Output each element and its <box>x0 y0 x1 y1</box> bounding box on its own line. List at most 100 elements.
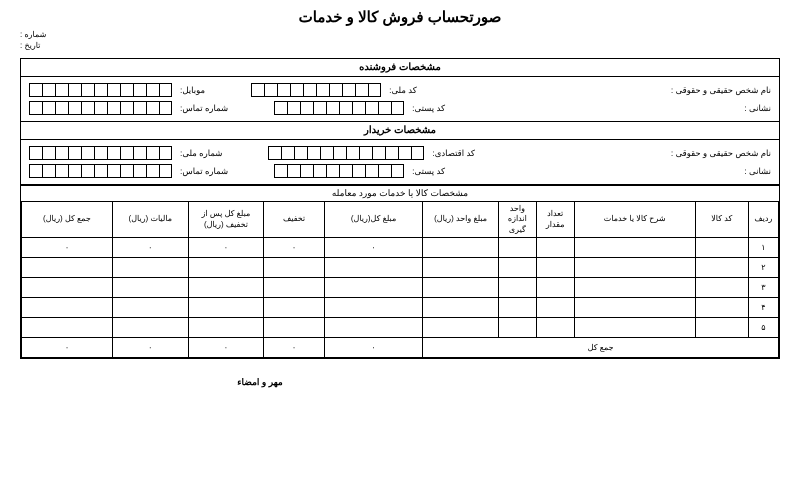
table-cell <box>112 298 188 318</box>
col-row: ردیف <box>748 202 778 238</box>
table-cell <box>498 278 536 298</box>
table-cell: ۰ <box>264 238 325 258</box>
table-cell <box>324 318 422 338</box>
table-cell <box>498 258 536 278</box>
seller-section: نام شخص حقیقی و حقوقی : کد ملی: موبایل: … <box>21 77 779 122</box>
table-cell <box>423 298 499 318</box>
buyer-econ-boxes[interactable] <box>268 146 424 160</box>
table-cell: ۰ <box>22 238 113 258</box>
table-cell <box>324 298 422 318</box>
col-grand: جمع کل (ریال) <box>22 202 113 238</box>
sum-total: ۰ <box>324 338 422 358</box>
table-cell <box>112 278 188 298</box>
buyer-header: مشخصات خریدار <box>21 122 779 140</box>
table-cell <box>324 278 422 298</box>
table-cell: ۴ <box>748 298 778 318</box>
table-row: ۳ <box>22 278 779 298</box>
sum-after: ۰ <box>188 338 264 358</box>
sum-disc: ۰ <box>264 338 325 358</box>
table-cell: ۰ <box>188 238 264 258</box>
table-cell <box>324 258 422 278</box>
table-cell: ۲ <box>748 258 778 278</box>
buyer-phone-boxes[interactable] <box>29 164 172 178</box>
table-cell <box>498 298 536 318</box>
table-cell: ۵ <box>748 318 778 338</box>
seller-phone-boxes[interactable] <box>29 101 172 115</box>
table-cell <box>695 298 748 318</box>
table-cell <box>423 278 499 298</box>
table-cell <box>695 278 748 298</box>
table-cell <box>536 298 574 318</box>
table-cell <box>188 318 264 338</box>
signature-label: مهر و امضاء <box>20 377 780 388</box>
items-table: ردیف کد کالا شرح کالا یا خدمات تعداد مقد… <box>21 201 779 358</box>
seller-address-label: نشانی : <box>744 103 771 114</box>
sum-tax: ۰ <box>112 338 188 358</box>
table-cell <box>574 318 695 338</box>
col-uprice: مبلغ واحد (ریال) <box>423 202 499 238</box>
col-desc: شرح کالا یا خدمات <box>574 202 695 238</box>
table-cell <box>264 318 325 338</box>
table-cell <box>695 258 748 278</box>
table-cell <box>188 258 264 278</box>
table-cell <box>536 258 574 278</box>
buyer-postal-label: کد پستی: <box>412 166 445 177</box>
table-cell <box>536 318 574 338</box>
table-cell <box>498 318 536 338</box>
table-cell <box>574 278 695 298</box>
table-cell: ۳ <box>748 278 778 298</box>
col-disc: تخفیف <box>264 202 325 238</box>
table-cell <box>264 278 325 298</box>
col-code: کد کالا <box>695 202 748 238</box>
invoice-frame: مشخصات فروشنده نام شخص حقیقی و حقوقی : ک… <box>20 58 780 359</box>
table-cell <box>574 238 695 258</box>
table-cell <box>22 258 113 278</box>
sum-grand: ۰ <box>22 338 113 358</box>
sum-label: جمع کل <box>423 338 779 358</box>
number-label: شماره : <box>20 30 780 39</box>
seller-mobile-boxes[interactable] <box>29 83 172 97</box>
seller-name-label: نام شخص حقیقی و حقوقی : <box>671 85 771 96</box>
meta-block: شماره : تاریخ : <box>20 30 780 50</box>
buyer-national-label: شماره ملی: <box>180 148 222 159</box>
table-cell: ۰ <box>324 238 422 258</box>
table-cell <box>423 258 499 278</box>
buyer-national-boxes[interactable] <box>29 146 172 160</box>
table-row: ۲ <box>22 258 779 278</box>
seller-mobile-label: موبایل: <box>180 85 205 96</box>
table-cell: ۰ <box>112 238 188 258</box>
table-cell <box>498 238 536 258</box>
col-tax: مالیات (ریال) <box>112 202 188 238</box>
table-cell <box>188 298 264 318</box>
table-cell <box>536 238 574 258</box>
buyer-postal-boxes[interactable] <box>274 164 404 178</box>
date-label: تاریخ : <box>20 41 780 50</box>
table-cell <box>22 298 113 318</box>
col-unit: واحد اندازه گیری <box>498 202 536 238</box>
table-cell <box>423 318 499 338</box>
table-cell <box>574 258 695 278</box>
seller-phone-label: شماره تماس: <box>180 103 228 114</box>
seller-national-boxes[interactable] <box>251 83 381 97</box>
table-row: ۴ <box>22 298 779 318</box>
col-after: مبلغ کل پس از تخفیف (ریال) <box>188 202 264 238</box>
table-cell <box>188 278 264 298</box>
table-row: ۱۰۰۰۰۰ <box>22 238 779 258</box>
table-cell: ۱ <box>748 238 778 258</box>
table-cell <box>22 318 113 338</box>
table-cell <box>264 258 325 278</box>
seller-postal-boxes[interactable] <box>274 101 404 115</box>
table-cell <box>574 298 695 318</box>
buyer-phone-label: شماره تماس: <box>180 166 228 177</box>
seller-national-label: کد ملی: <box>389 85 417 96</box>
table-header-row: ردیف کد کالا شرح کالا یا خدمات تعداد مقد… <box>22 202 779 238</box>
col-qty: تعداد مقدار <box>536 202 574 238</box>
table-cell <box>536 278 574 298</box>
buyer-name-label: نام شخص حقیقی و حقوقی : <box>671 148 771 159</box>
table-cell <box>264 298 325 318</box>
buyer-econ-label: کد اقتصادی: <box>432 148 475 159</box>
table-cell <box>112 318 188 338</box>
seller-postal-label: کد پستی: <box>412 103 445 114</box>
table-cell <box>695 318 748 338</box>
sum-row: جمع کل ۰ ۰ ۰ ۰ ۰ <box>22 338 779 358</box>
